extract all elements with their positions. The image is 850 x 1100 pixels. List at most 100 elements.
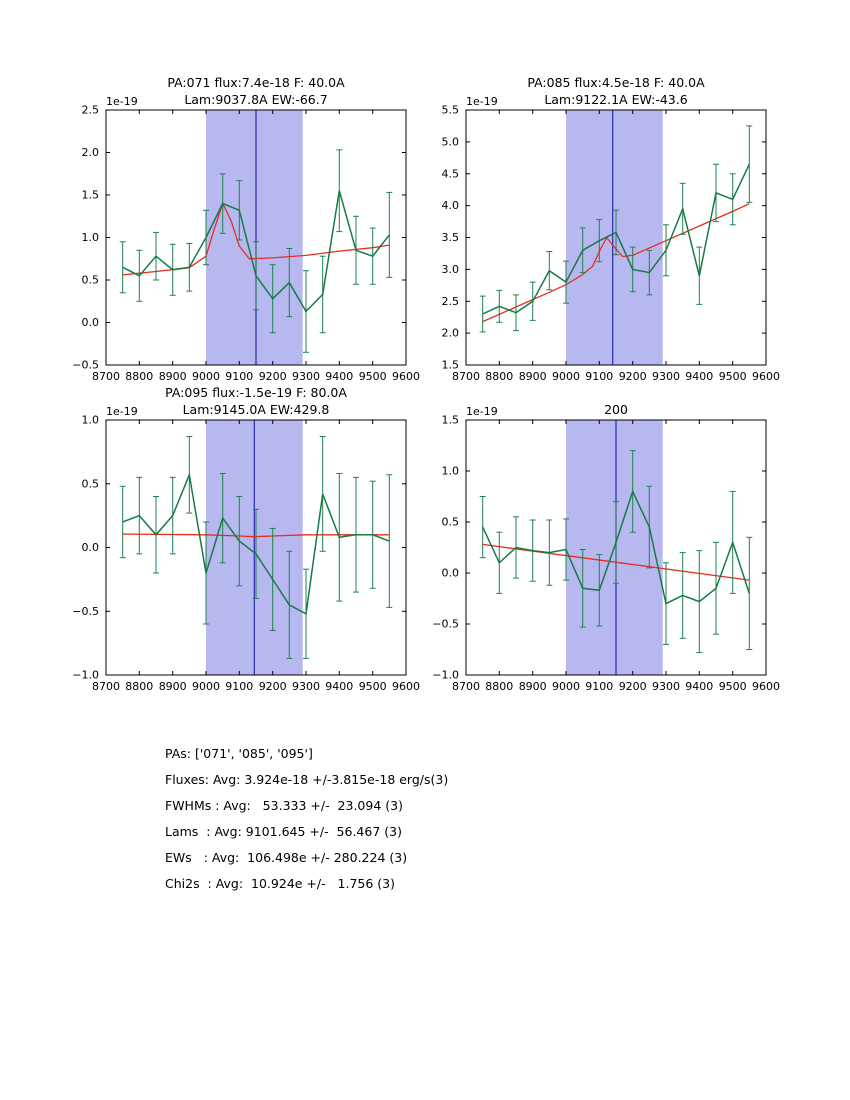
summary-line-pas: PAs: ['071', '085', '095'] [165,746,313,761]
y-tick-label: 1.5 [442,414,460,427]
y-axis-offset-label: 1e-19 [106,405,138,418]
summary-line-fluxes: Fluxes: Avg: 3.924e-18 +/-3.815e-18 erg/… [165,772,449,787]
data-line [482,163,750,315]
x-tick-label: 9600 [392,680,420,693]
summary-line-ews: EWs : Avg: 106.498e +/- 280.224 (3) [165,850,408,865]
chart-title: PA:095 flux:-1.5e-19 F: 80.0A [165,385,347,400]
chart-title: Lam:9145.0A EW:429.8 [183,402,330,417]
x-tick-label: 9000 [192,680,220,693]
x-tick-label: 9000 [552,370,580,383]
x-tick-label: 9300 [652,680,680,693]
y-axis-offset-label: 1e-19 [466,405,498,418]
subplot-bottom-right: 8700 8800 8900 9000 9100 9200 9300 9400 9500 9600… [404,372,784,704]
y-tick-label: 4.0 [442,199,460,212]
y-tick-label: 0.5 [82,274,100,287]
axis-ticks [105,109,407,366]
x-tick-label: 8900 [519,370,547,383]
y-tick-label: 5.5 [442,104,460,117]
x-tick-label: 8900 [159,370,187,383]
y-tick-label: −1.0 [72,669,99,682]
x-tick-label: 9400 [685,370,713,383]
y-tick-label: 2.5 [442,295,460,308]
x-tick-label: 8700 [452,680,480,693]
y-axis-offset-label: 1e-19 [466,95,498,108]
x-tick-label: 9400 [685,680,713,693]
x-tick-label: 9400 [325,680,353,693]
y-tick-label: 0.5 [82,477,100,490]
axis-ticks [105,419,407,676]
summary-line-lams: Lams : Avg: 9101.645 +/- 56.467 (3) [165,824,402,839]
x-tick-label: 9600 [752,370,780,383]
y-tick-label: −0.5 [72,359,99,372]
y-tick-label: 1.0 [82,231,100,244]
spectrum-chart-pa085: 8700 8800 8900 9000 9100 9200 9300 9400 9500 9600… [442,75,781,384]
summary-text-block: PAs: ['071', '085', '095'] Fluxes: Avg: … [165,741,448,897]
x-tick-label: 8900 [159,680,187,693]
x-tick-label: 9200 [619,680,647,693]
spectrum-chart-pa071: 8700 8800 8900 9000 9100 9200 9300 9400 9500 9600… [72,75,420,384]
y-tick-label: 3.5 [442,231,460,244]
y-tick-label: 2.0 [82,146,100,159]
axis-ticks [465,109,767,366]
x-tick-label: 9300 [652,370,680,383]
x-tick-label: 9100 [225,680,253,693]
y-tick-label: −0.5 [432,618,459,631]
x-tick-label: 9100 [585,370,613,383]
x-tick-label: 9300 [292,680,320,693]
data-line [122,472,390,615]
fit-line [122,201,390,276]
x-tick-label: 8900 [519,680,547,693]
tick-labels: 8700 8800 8900 9000 9100 9200 9300 9400 9500 9600… [72,414,420,694]
x-tick-label: 8800 [485,680,513,693]
y-tick-label: 5.0 [442,135,460,148]
x-tick-label: 9200 [259,370,287,383]
y-tick-label: 2.5 [82,104,100,117]
x-tick-label: 9100 [225,370,253,383]
x-tick-label: 9500 [359,370,387,383]
spectrum-chart-200: 8700 8800 8900 9000 9100 9200 9300 9400 9500 9600… [432,402,780,694]
tick-labels: 8700 8800 8900 9000 9100 9200 9300 9400 9500 9600… [72,104,420,384]
y-tick-label: 0.0 [442,567,460,580]
summary-line-fwhms: FWHMs : Avg: 53.333 +/- 23.094 (3) [165,798,403,813]
highlight-band [206,110,303,365]
chart-title: PA:085 flux:4.5e-18 F: 40.0A [527,75,705,90]
x-tick-label: 9200 [619,370,647,383]
data-line [482,489,751,605]
summary-line-chi2s: Chi2s : Avg: 10.924e +/- 1.756 (3) [165,876,396,891]
x-tick-label: 8700 [92,680,120,693]
y-axis-offset-label: 1e-19 [106,95,138,108]
subplot-bottom-left: 8700 8800 8900 9000 9100 9200 9300 9400 9500 9600… [44,372,424,704]
x-tick-label: 9000 [552,680,580,693]
chart-title: PA:071 flux:7.4e-18 F: 40.0A [167,75,345,90]
x-tick-label: 8800 [125,370,153,383]
y-tick-label: 1.5 [442,359,460,372]
x-tick-label: 9200 [259,680,287,693]
subplot-top-right: 8700 8800 8900 9000 9100 9200 9300 9400 9500 9600… [404,62,784,394]
y-tick-label: −1.0 [432,669,459,682]
axis-ticks [465,419,767,676]
y-tick-label: 4.5 [442,167,460,180]
x-tick-label: 8800 [485,370,513,383]
x-tick-label: 9500 [359,680,387,693]
x-tick-label: 9400 [325,370,353,383]
highlight-band [566,110,663,365]
y-tick-label: 0.0 [82,541,100,554]
x-tick-label: 9300 [292,370,320,383]
y-tick-label: 1.5 [82,189,100,202]
x-tick-label: 9500 [719,370,747,383]
x-tick-label: 9500 [719,680,747,693]
tick-labels: 8700 8800 8900 9000 9100 9200 9300 9400 9500 9600… [442,104,781,384]
y-tick-label: 1.0 [442,465,460,478]
chart-title: Lam:9037.8A EW:-66.7 [184,92,327,107]
tick-labels: 8700 8800 8900 9000 9100 9200 9300 9400 9500 9600… [432,414,780,694]
x-tick-label: 9100 [585,680,613,693]
y-tick-label: −0.5 [72,605,99,618]
x-tick-label: 9600 [392,370,420,383]
data-line [122,190,390,313]
spectrum-chart-pa095: 8700 8800 8900 9000 9100 9200 9300 9400 9500 9600… [72,385,420,694]
y-tick-label: 3.0 [442,263,460,276]
chart-title: 200 [604,402,628,417]
x-tick-label: 8700 [452,370,480,383]
x-tick-label: 9000 [192,370,220,383]
